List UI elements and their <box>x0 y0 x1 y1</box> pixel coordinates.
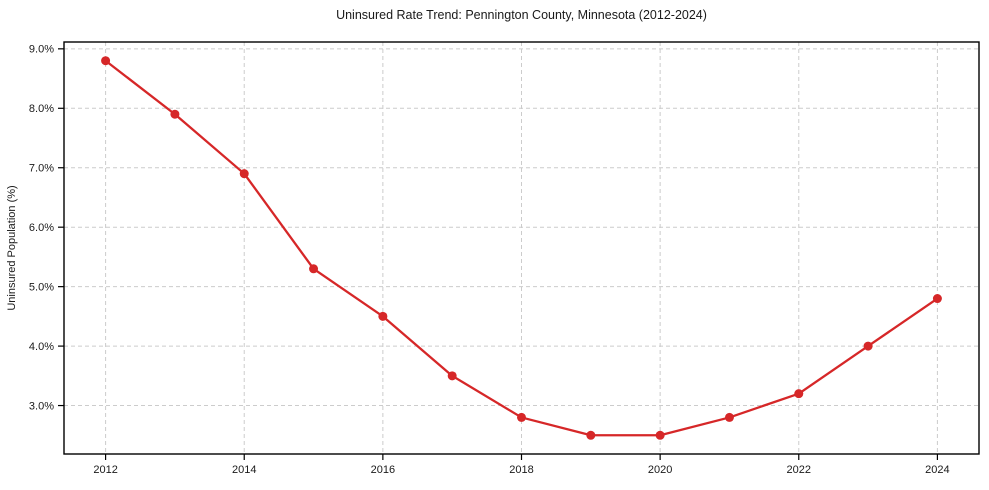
data-point-marker <box>655 430 665 440</box>
data-point-marker <box>586 430 596 440</box>
data-point-marker <box>447 371 457 381</box>
y-tick-label: 4.0% <box>29 341 54 353</box>
data-point-marker <box>170 109 180 119</box>
y-tick-label: 8.0% <box>29 103 54 115</box>
chart-title: Uninsured Rate Trend: Pennington County,… <box>336 8 707 22</box>
data-point-marker <box>309 264 319 274</box>
y-tick-label: 6.0% <box>29 222 54 234</box>
y-tick-label: 9.0% <box>29 44 54 56</box>
x-tick-label: 2012 <box>93 464 117 476</box>
x-tick-label: 2020 <box>648 464 672 476</box>
x-tick-label: 2014 <box>232 464 256 476</box>
y-axis-label: Uninsured Population (%) <box>6 185 18 310</box>
data-point-marker <box>239 169 249 179</box>
data-point-marker <box>101 56 111 66</box>
y-tick-label: 7.0% <box>29 163 54 175</box>
data-point-marker <box>378 311 388 321</box>
x-tick-label: 2024 <box>925 464 949 476</box>
plot-frame <box>63 41 980 455</box>
y-tick-label: 3.0% <box>29 400 54 412</box>
x-tick-label: 2018 <box>509 464 533 476</box>
data-point-marker <box>517 412 526 422</box>
data-point-marker <box>724 412 734 422</box>
data-point-marker <box>863 341 873 351</box>
data-point-marker <box>794 389 804 399</box>
x-tick-label: 2016 <box>371 464 395 476</box>
x-tick-label: 2022 <box>787 464 811 476</box>
data-point-marker <box>932 294 942 304</box>
y-tick-label: 5.0% <box>29 281 54 293</box>
